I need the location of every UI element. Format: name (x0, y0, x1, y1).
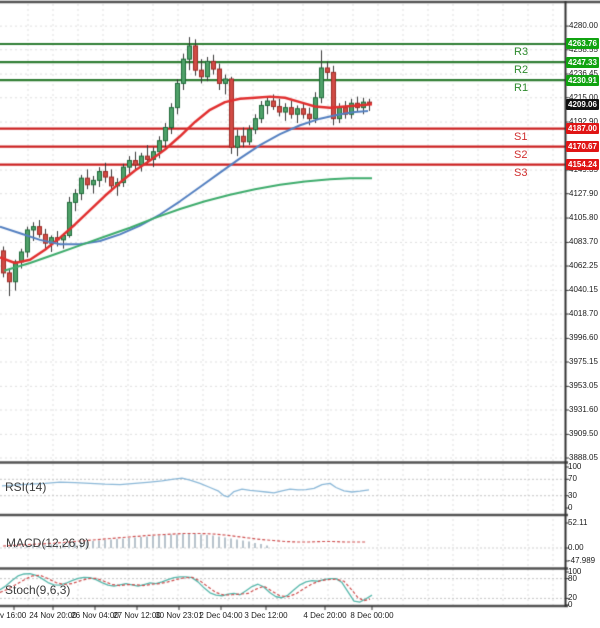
trading-chart: RSI(14) MACD(12,26,9) Stoch(9,6,3) 4209.… (0, 0, 600, 628)
chart-plot-area[interactable] (0, 0, 600, 628)
